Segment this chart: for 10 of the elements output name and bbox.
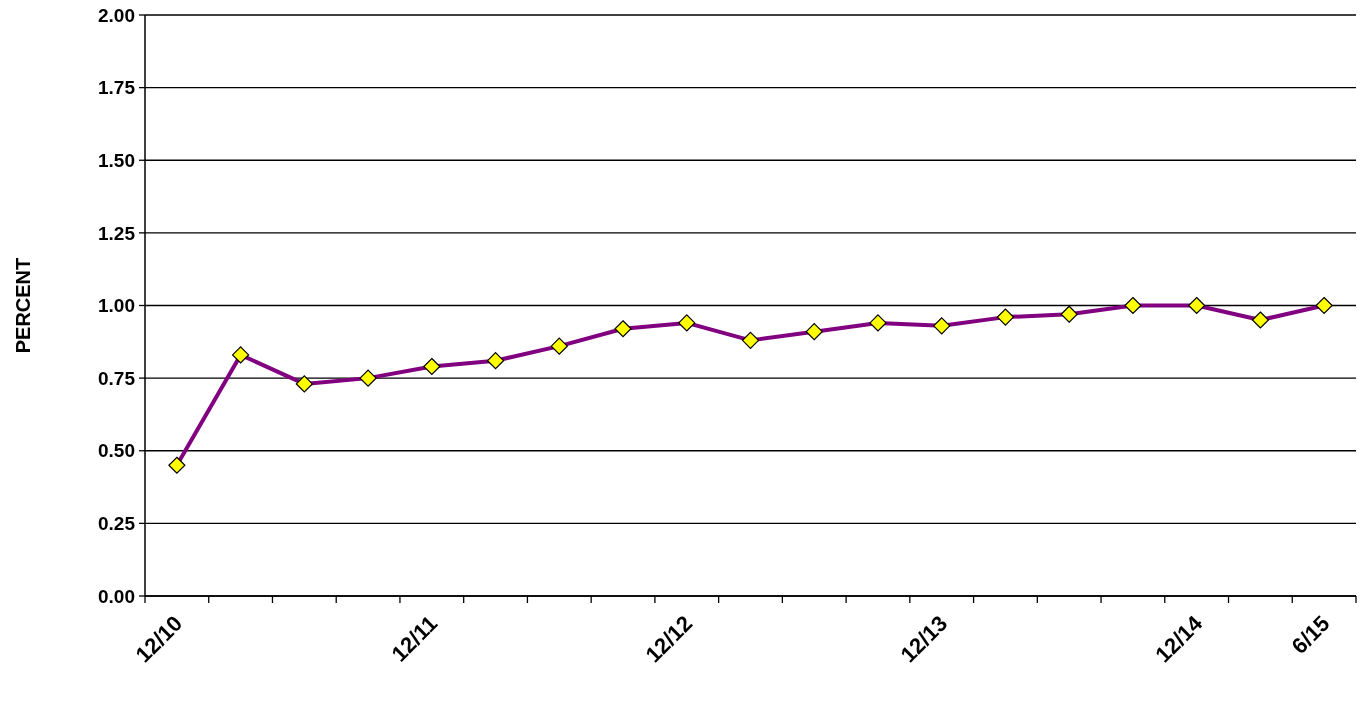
y-tick-label: 0.25	[98, 513, 136, 535]
y-axis-title: PERCENT	[12, 257, 34, 354]
y-tick-label: 1.75	[98, 77, 136, 99]
y-tick-label: 2.00	[98, 4, 135, 26]
y-tick-label: 0.50	[98, 440, 135, 462]
y-tick-label: 1.00	[98, 295, 135, 317]
y-tick-label: 0.75	[98, 367, 136, 389]
y-tick-label: 0.00	[98, 585, 135, 607]
y-tick-label: 1.25	[98, 222, 136, 244]
y-tick-label: 1.50	[98, 149, 135, 171]
